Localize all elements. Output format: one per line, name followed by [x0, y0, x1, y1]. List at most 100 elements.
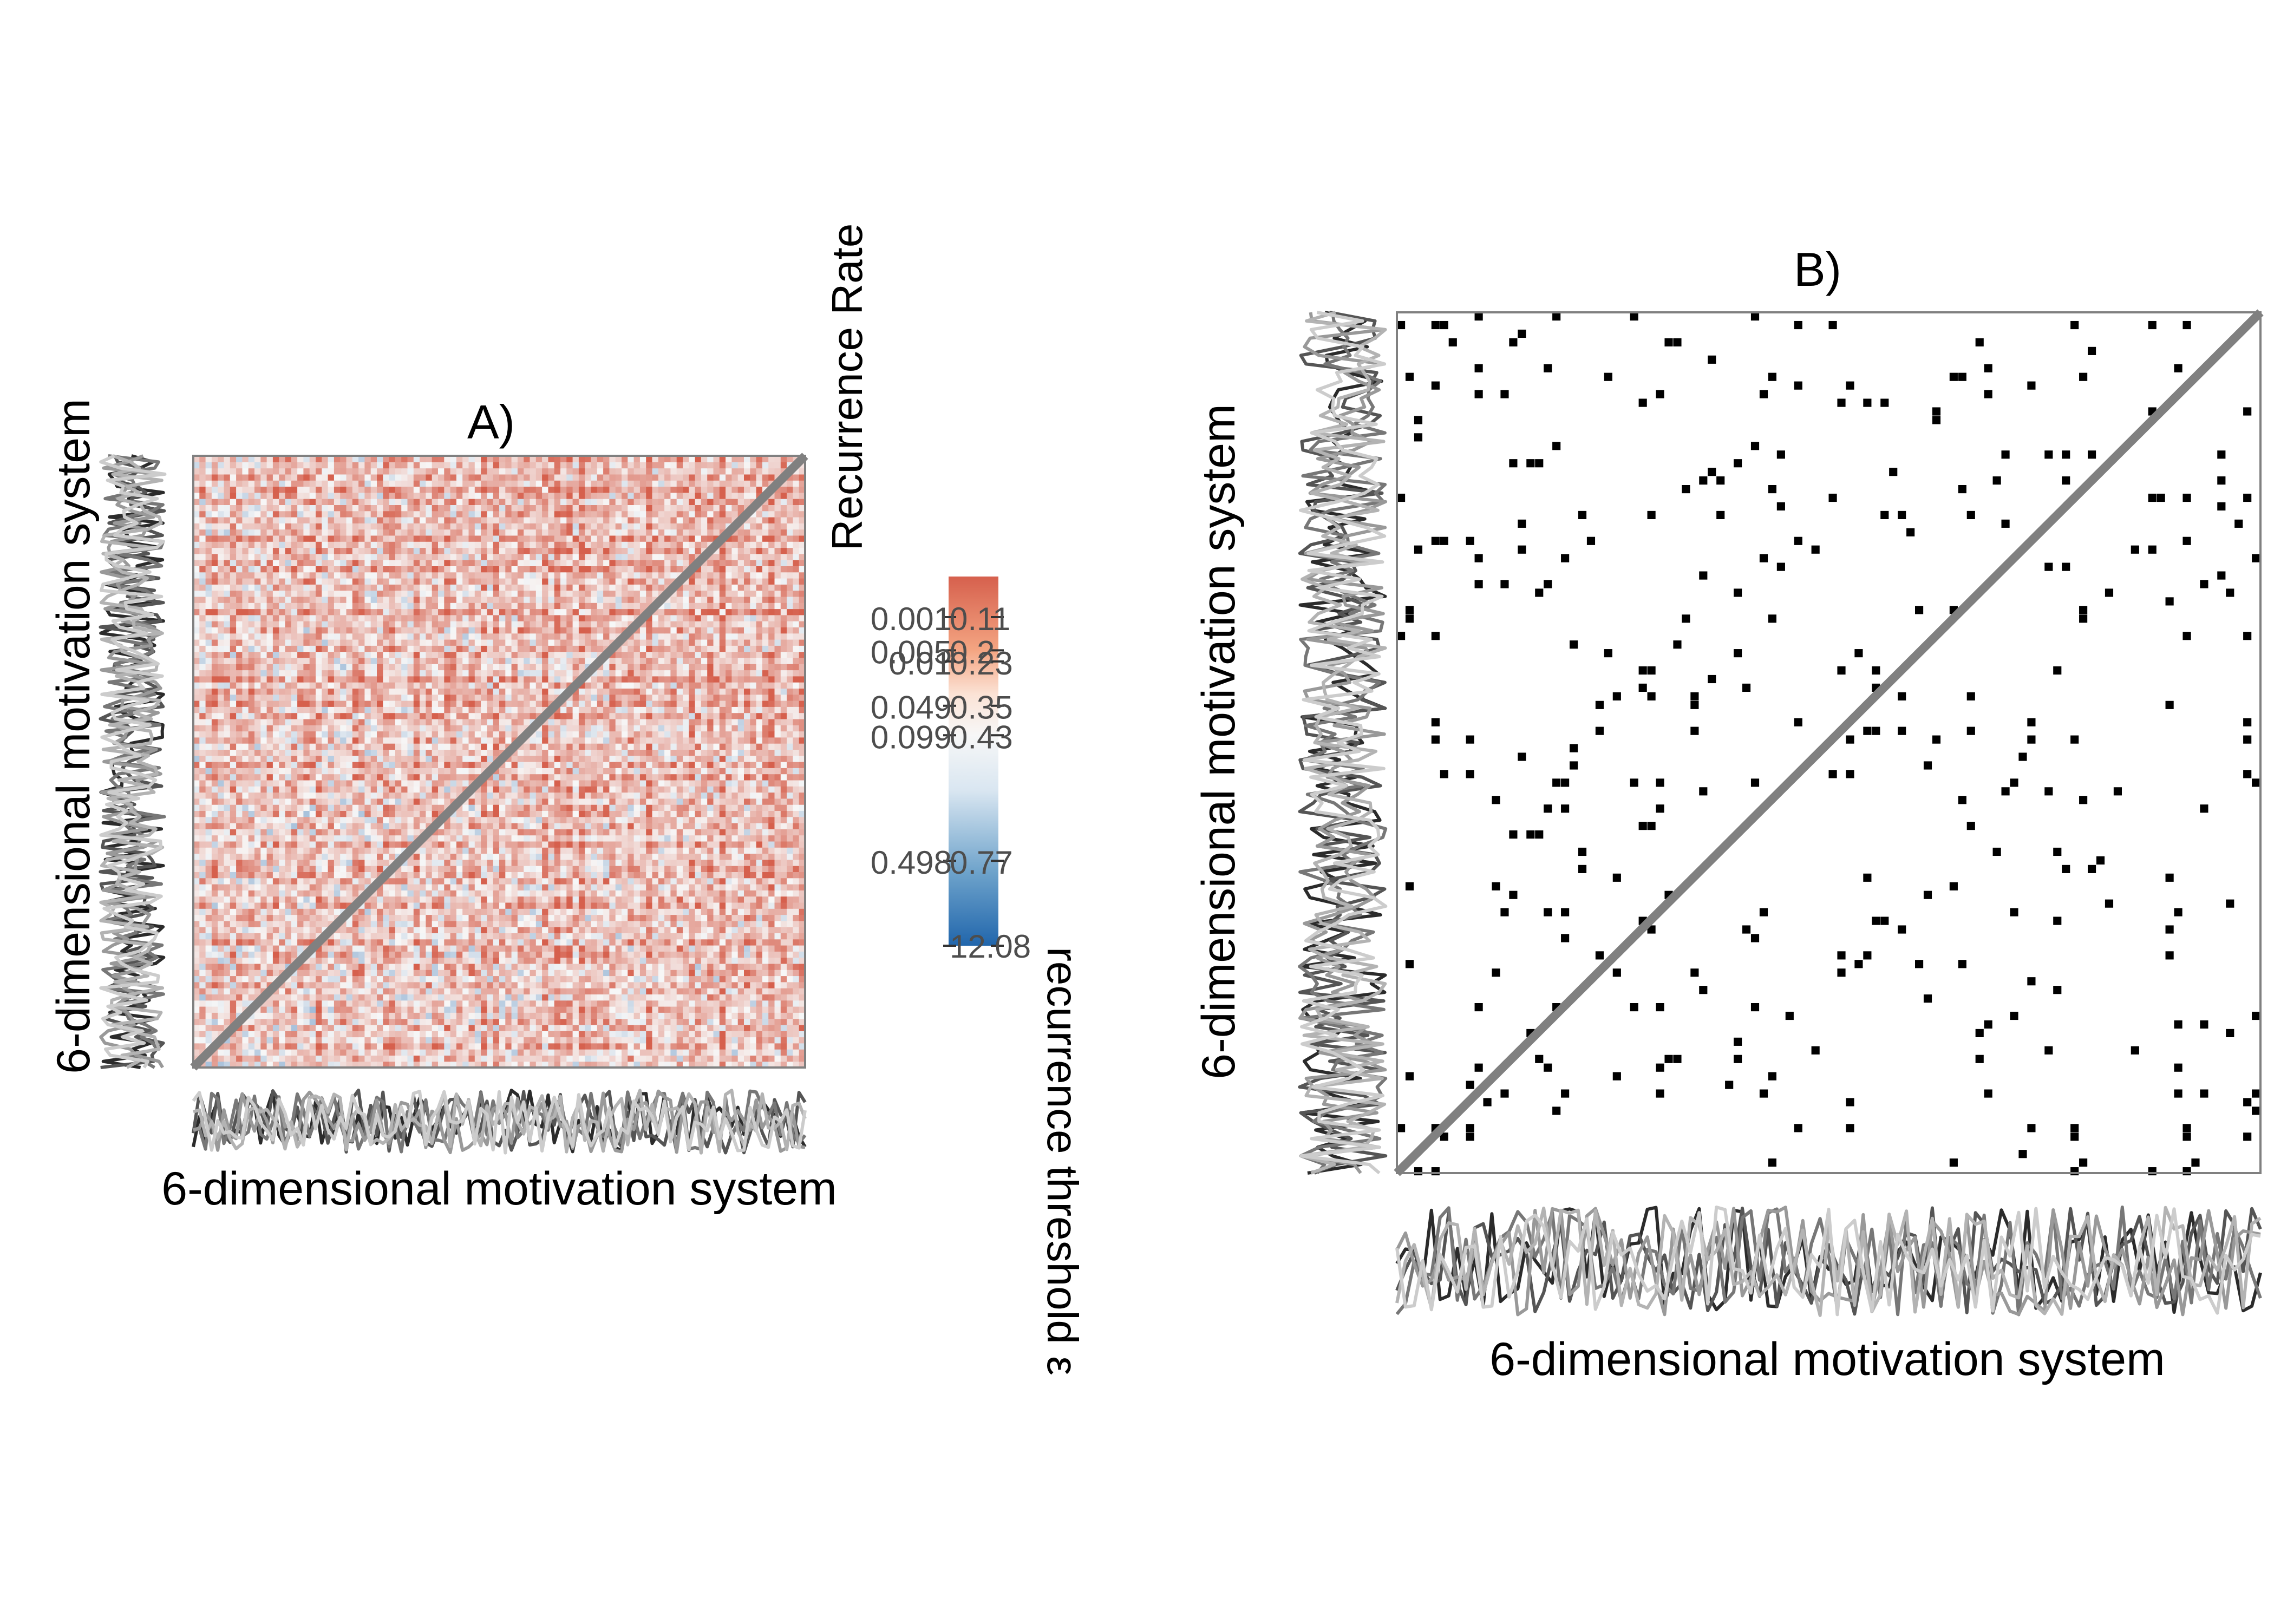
heatmap-cell — [511, 933, 518, 940]
heatmap-cell — [628, 884, 635, 890]
heatmap-cell — [254, 823, 261, 829]
heatmap-cell — [377, 859, 383, 866]
heatmap-cell — [670, 841, 677, 848]
heatmap-cell — [432, 890, 439, 897]
heatmap-cell — [652, 902, 659, 909]
heatmap-cell — [799, 841, 806, 848]
heatmap-cell — [585, 914, 592, 921]
heatmap-cell — [737, 859, 744, 866]
heatmap-cell — [737, 902, 744, 909]
heatmap-cell — [230, 1061, 237, 1068]
heatmap-cell — [316, 970, 322, 977]
heatmap-cell — [236, 963, 243, 970]
heatmap-cell — [383, 859, 390, 866]
heatmap-cell — [683, 878, 689, 885]
heatmap-cell — [236, 1000, 243, 1007]
heatmap-cell — [211, 890, 218, 897]
heatmap-cell — [236, 859, 243, 866]
heatmap-cell — [676, 780, 683, 787]
heatmap-cell — [358, 853, 365, 860]
heatmap-cell — [328, 970, 335, 977]
heatmap-cell — [585, 872, 592, 879]
heatmap-cell — [719, 804, 726, 811]
heatmap-cell — [566, 1049, 573, 1056]
heatmap-cell — [695, 1006, 702, 1013]
heatmap-cell — [285, 981, 292, 988]
heatmap-cell — [303, 866, 310, 872]
heatmap-cell — [597, 884, 604, 890]
heatmap-cell — [603, 1012, 610, 1019]
heatmap-cell — [652, 1000, 659, 1007]
heatmap-cell — [787, 927, 793, 933]
heatmap-cell — [211, 768, 218, 775]
heatmap-cell — [420, 866, 426, 872]
heatmap-cell — [236, 872, 243, 879]
heatmap-cell — [334, 878, 341, 885]
heatmap-cell — [413, 1006, 420, 1013]
heatmap-cell — [254, 762, 261, 768]
heatmap-cell — [377, 768, 383, 775]
heatmap-cell — [517, 798, 524, 805]
heatmap-cell — [578, 1006, 585, 1013]
heatmap-cell — [615, 884, 622, 890]
heatmap-cell — [352, 823, 359, 829]
heatmap-cell — [205, 1061, 212, 1068]
heatmap-cell — [560, 914, 567, 921]
heatmap-cell — [774, 914, 781, 921]
heatmap-cell — [622, 835, 628, 842]
heatmap-cell — [628, 963, 635, 970]
heatmap-cell — [468, 908, 475, 915]
heatmap-cell — [260, 1049, 267, 1056]
heatmap-cell — [230, 908, 237, 915]
heatmap-cell — [230, 914, 237, 921]
heatmap-cell — [224, 866, 231, 872]
heatmap-cell — [542, 994, 548, 1001]
heatmap-cell — [474, 957, 481, 964]
heatmap-cell — [468, 798, 475, 805]
heatmap-cell — [603, 816, 610, 823]
heatmap-cell — [193, 792, 200, 799]
heatmap-cell — [370, 933, 377, 940]
heatmap-cell — [193, 786, 200, 793]
heatmap-cell — [689, 908, 696, 915]
heatmap-cell — [517, 1000, 524, 1007]
heatmap-cell — [364, 1000, 371, 1007]
heatmap-cell — [756, 1012, 763, 1019]
heatmap-cell — [303, 847, 310, 854]
heatmap-cell — [799, 1031, 806, 1038]
heatmap-cell — [505, 963, 512, 970]
heatmap-cell — [762, 878, 769, 885]
heatmap-cell — [633, 927, 641, 933]
heatmap-cell — [713, 816, 720, 823]
heatmap-cell — [334, 1018, 341, 1025]
heatmap-cell — [383, 1024, 390, 1031]
heatmap-cell — [542, 829, 548, 836]
heatmap-cell — [346, 994, 353, 1001]
heatmap-cell — [303, 1049, 310, 1056]
heatmap-cell — [762, 780, 769, 787]
heatmap-cell — [272, 933, 279, 940]
heatmap-cell — [707, 804, 714, 811]
heatmap-cell — [334, 786, 341, 793]
heatmap-cell — [597, 804, 604, 811]
heatmap-cell — [413, 823, 420, 829]
heatmap-cell — [352, 774, 359, 781]
heatmap-cell — [420, 853, 426, 860]
heatmap-cell — [658, 866, 665, 872]
heatmap-cell — [530, 1061, 537, 1068]
heatmap-cell — [279, 951, 286, 958]
heatmap-cell — [481, 853, 487, 860]
heatmap-cell — [499, 1043, 506, 1050]
heatmap-cell — [352, 920, 359, 927]
heatmap-cell — [309, 810, 316, 817]
heatmap-cell — [603, 768, 610, 775]
heatmap-cell — [481, 762, 487, 768]
heatmap-cell — [481, 816, 487, 823]
heatmap-cell — [713, 866, 720, 872]
heatmap-cell — [309, 988, 316, 994]
heatmap-cell — [328, 975, 335, 983]
heatmap-cell — [493, 810, 500, 817]
heatmap-cell — [689, 957, 696, 964]
heatmap-cell — [450, 823, 457, 829]
heatmap-cell — [689, 853, 696, 860]
